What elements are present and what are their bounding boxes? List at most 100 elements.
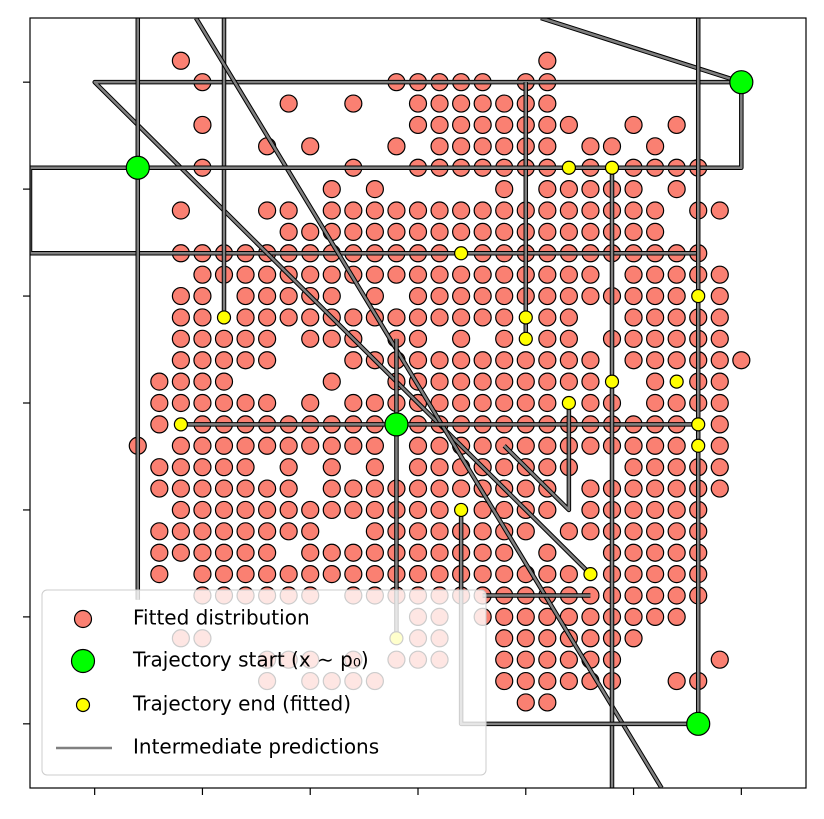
scatter-point xyxy=(538,650,557,669)
scatter-point xyxy=(667,286,686,306)
scatter-point xyxy=(387,137,406,156)
scatter-point xyxy=(236,479,255,498)
scatter-point xyxy=(538,372,557,391)
legend-label: Trajectory end (fitted) xyxy=(132,692,351,716)
scatter-point xyxy=(559,286,578,306)
scatter-point xyxy=(408,458,428,477)
scatter-point xyxy=(430,458,449,477)
scatter-point xyxy=(344,308,363,327)
scatter-point xyxy=(581,629,600,648)
lines-layer xyxy=(30,18,744,788)
scatter-point xyxy=(279,201,298,220)
scatter-point xyxy=(344,436,363,455)
scatter-point xyxy=(495,308,514,327)
scatter-point xyxy=(193,479,212,498)
scatter-point xyxy=(236,522,255,541)
scatter-point xyxy=(452,137,471,156)
scatter-point xyxy=(604,160,620,175)
scatter-point xyxy=(430,222,449,241)
scatter-point xyxy=(236,393,255,413)
scatter-point xyxy=(667,329,686,348)
trajectory-outline xyxy=(92,79,742,576)
scatter-point xyxy=(646,458,665,477)
scatter-point xyxy=(214,436,234,455)
scatter-point xyxy=(408,329,428,348)
scatter-point xyxy=(646,372,665,391)
scatter-point xyxy=(171,436,190,455)
scatter-point xyxy=(384,412,409,437)
scatter-point xyxy=(667,265,686,284)
scatter-point xyxy=(322,286,341,306)
scatter-point xyxy=(559,308,578,327)
scatter-point xyxy=(408,115,428,135)
trajectory xyxy=(540,18,742,84)
scatter-point xyxy=(538,436,557,455)
scatter-point xyxy=(667,543,686,562)
scatter-point xyxy=(581,265,600,284)
scatter-point xyxy=(581,137,600,156)
scatter-point xyxy=(279,436,298,455)
scatter-point xyxy=(430,286,449,306)
scatter-point xyxy=(538,115,557,135)
scatter-point xyxy=(667,351,686,370)
scatter-point xyxy=(150,565,169,584)
scatter-point xyxy=(667,565,686,584)
scatter-point xyxy=(258,543,277,562)
scatter-point xyxy=(193,393,212,413)
scatter-point xyxy=(430,543,449,562)
scatter-point xyxy=(258,500,277,520)
scatter-point xyxy=(171,308,190,327)
scatter-point xyxy=(581,286,600,306)
scatter-point xyxy=(516,393,535,413)
scatter-point xyxy=(279,479,298,498)
scatter-point xyxy=(408,308,428,327)
scatter-point xyxy=(454,246,469,261)
legend-marker xyxy=(73,609,93,629)
scatter-point xyxy=(495,180,514,199)
scatter-point xyxy=(495,629,514,648)
scatter-point xyxy=(710,436,729,455)
scatter-point xyxy=(408,565,428,584)
scatter-point xyxy=(624,586,643,605)
scatter-point xyxy=(624,479,643,498)
scatter-point xyxy=(516,629,535,648)
scatter-point xyxy=(667,308,686,327)
scatter-point xyxy=(473,222,492,241)
scatter-point xyxy=(495,650,514,669)
scatter-point xyxy=(236,351,255,370)
scatter-point xyxy=(538,201,557,220)
scatter-point xyxy=(279,458,298,477)
scatter-point xyxy=(538,458,557,477)
scatter-point xyxy=(624,522,643,541)
axes-frame xyxy=(29,17,807,789)
scatter-point xyxy=(258,329,277,348)
scatter-point xyxy=(691,438,706,453)
scatter-point xyxy=(473,286,492,306)
scatter-point xyxy=(473,94,492,113)
scatter-point xyxy=(344,500,363,520)
scatter-point xyxy=(150,543,169,562)
scatter-point xyxy=(193,500,212,520)
scatter-point xyxy=(710,265,729,284)
scatter-point xyxy=(365,500,384,520)
scatter-point xyxy=(667,180,686,199)
legend-label: Fitted distribution xyxy=(133,606,310,630)
scatter-point xyxy=(430,436,449,455)
scatter-point xyxy=(258,436,277,455)
scatter-point xyxy=(710,286,729,306)
scatter-point xyxy=(258,308,277,327)
scatter-point xyxy=(624,286,643,306)
scatter-point xyxy=(344,94,363,113)
scatter-point xyxy=(301,393,320,413)
scatter-point xyxy=(193,308,212,327)
scatter-point xyxy=(646,286,665,306)
scatter-point xyxy=(495,393,514,413)
scatter-point xyxy=(538,543,557,562)
scatter-point xyxy=(624,543,643,562)
scatter-point xyxy=(193,372,212,391)
scatter-point xyxy=(279,500,298,520)
scatter-point xyxy=(193,265,212,284)
scatter-point xyxy=(473,522,492,541)
scatter-point xyxy=(365,393,384,413)
scatter-point xyxy=(518,310,533,325)
